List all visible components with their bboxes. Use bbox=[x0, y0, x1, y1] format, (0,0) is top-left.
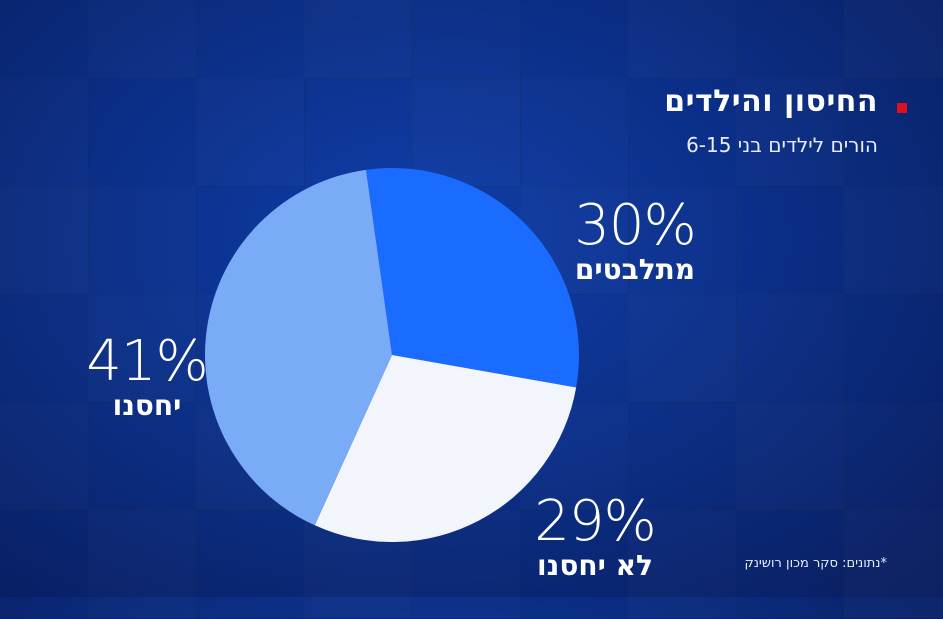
background-tile bbox=[844, 186, 943, 295]
background-tile bbox=[88, 186, 197, 295]
background-tile bbox=[88, 0, 197, 79]
background-tile bbox=[628, 78, 737, 187]
chart-header: החיסון והילדים הורים לילדים בני 6-15 bbox=[664, 84, 878, 157]
pie-chart bbox=[205, 168, 580, 542]
background-tile bbox=[628, 294, 737, 403]
background-tile bbox=[736, 294, 845, 403]
background-tile bbox=[196, 78, 305, 187]
background-tile bbox=[88, 294, 197, 403]
background-tile bbox=[0, 186, 89, 295]
background-tile bbox=[628, 402, 737, 511]
slice-label-not-vaccinated: 29% לא יחסנו bbox=[520, 494, 670, 580]
background-tile bbox=[88, 78, 197, 187]
background-tile bbox=[412, 0, 521, 79]
slice-label-hesitant: 30% מתלבטים bbox=[560, 198, 710, 284]
slice-percent-vaccinated: 41% bbox=[86, 329, 208, 394]
background-tile bbox=[736, 186, 845, 295]
slice-percent-hesitant: 30% bbox=[574, 193, 696, 258]
background-tile bbox=[844, 0, 943, 79]
slice-label-vaccinated: 41% יחסנו bbox=[72, 334, 222, 420]
background-tile bbox=[520, 78, 629, 187]
background-tile bbox=[844, 78, 943, 187]
pie-slice-not-vaccinated bbox=[314, 355, 577, 542]
background-tile bbox=[0, 0, 89, 79]
pie-slice-hesitant bbox=[365, 168, 580, 388]
background-tile bbox=[0, 402, 89, 511]
background-tile bbox=[88, 402, 197, 511]
background-tile bbox=[844, 402, 943, 511]
background-tile bbox=[520, 294, 629, 403]
slice-category-vaccinated: יחסנו bbox=[112, 389, 182, 422]
background-tile bbox=[628, 0, 737, 79]
chart-subtitle: הורים לילדים בני 6-15 bbox=[686, 133, 878, 157]
background-tile bbox=[196, 0, 305, 79]
background-tile bbox=[520, 402, 629, 511]
background-tile bbox=[628, 186, 737, 295]
background-tile bbox=[304, 0, 413, 79]
background-tile bbox=[736, 402, 845, 511]
background-tile bbox=[520, 186, 629, 295]
source-note: *נתונים: סקר מכון רושינק bbox=[744, 556, 887, 571]
title-marker-icon bbox=[897, 103, 907, 113]
background-tile bbox=[0, 294, 89, 403]
background-tile bbox=[844, 294, 943, 403]
background-tile bbox=[736, 78, 845, 187]
pie-slice-vaccinated bbox=[205, 169, 392, 526]
background-tile bbox=[0, 78, 89, 187]
background-tile bbox=[520, 0, 629, 79]
slice-category-hesitant: מתלבטים bbox=[574, 253, 696, 286]
slice-percent-not-vaccinated: 29% bbox=[534, 489, 656, 554]
background-tile bbox=[736, 0, 845, 79]
slice-category-not-vaccinated: לא יחסנו bbox=[537, 549, 653, 582]
chart-title: החיסון והילדים bbox=[664, 84, 878, 119]
